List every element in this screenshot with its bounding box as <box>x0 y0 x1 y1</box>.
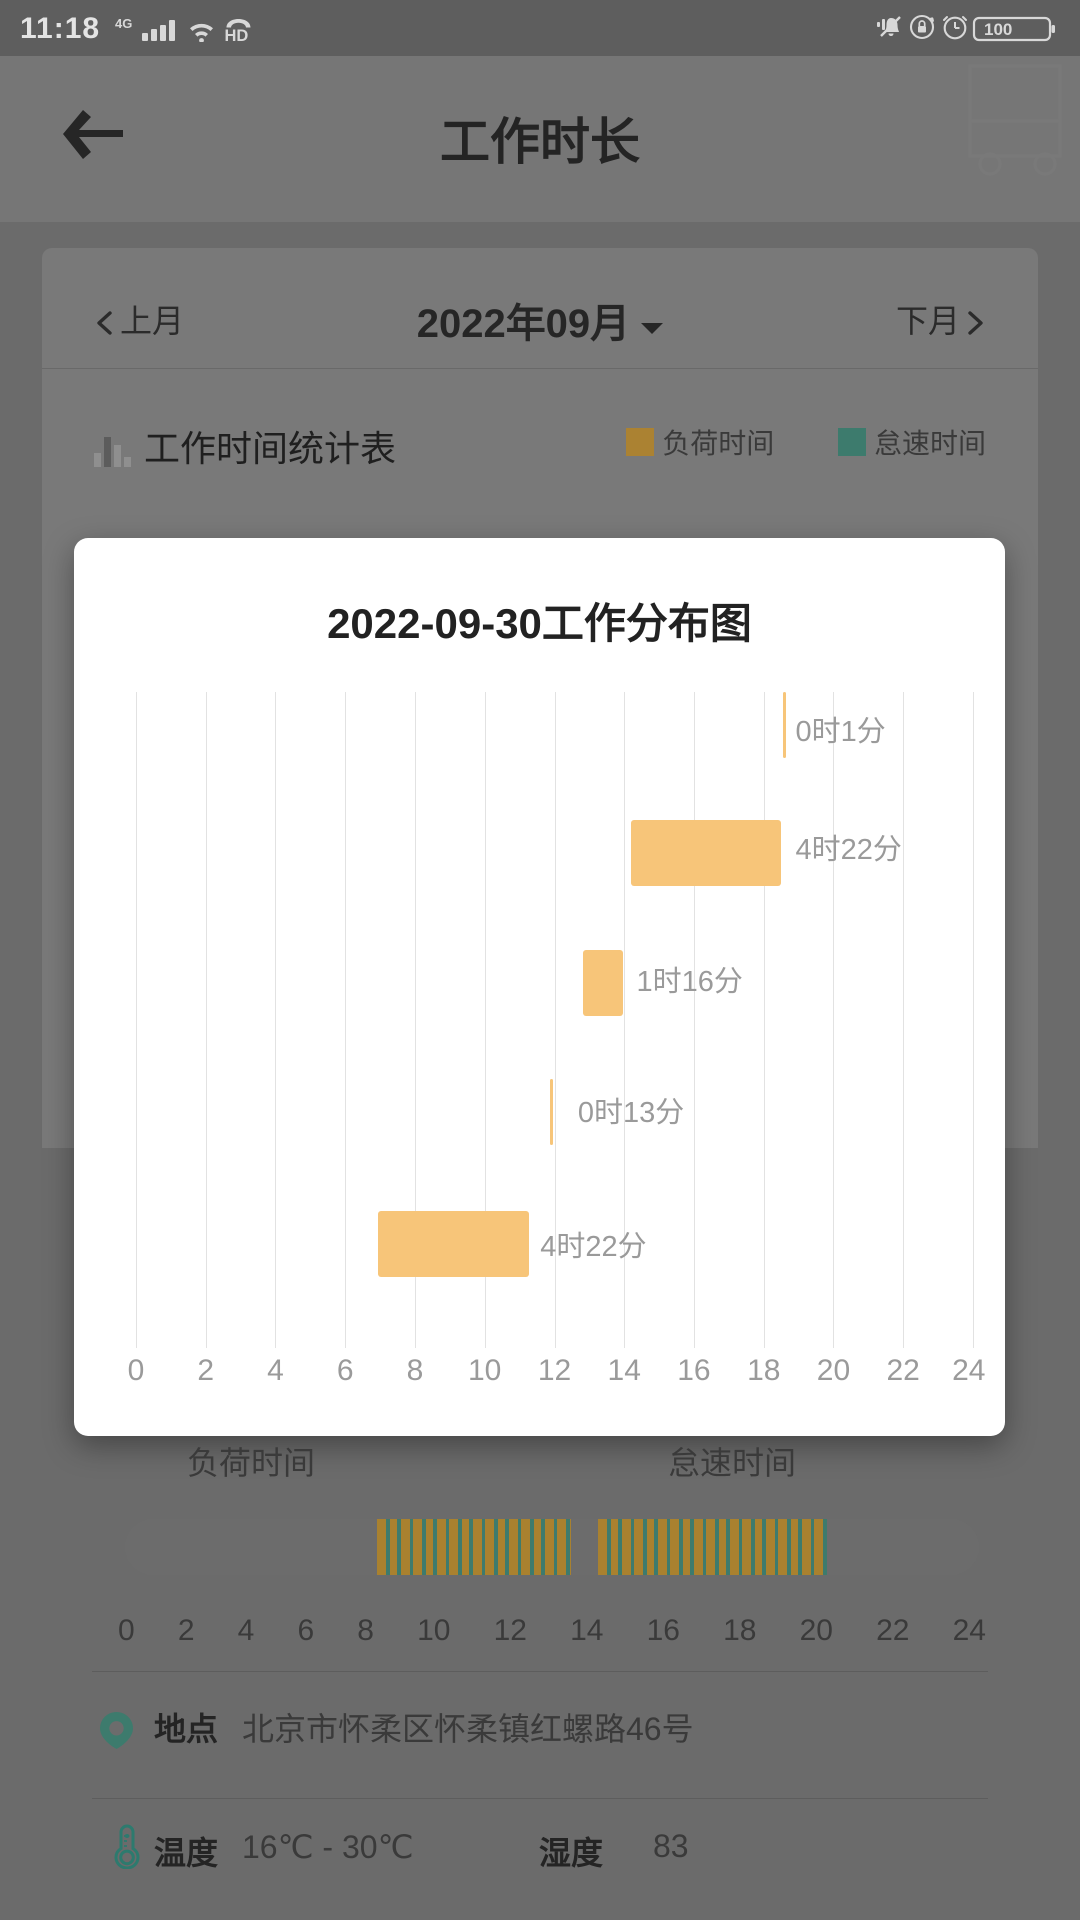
svg-text:4G: 4G <box>115 16 132 31</box>
svg-text:HD: HD <box>225 27 249 42</box>
svg-text:100: 100 <box>984 20 1012 39</box>
